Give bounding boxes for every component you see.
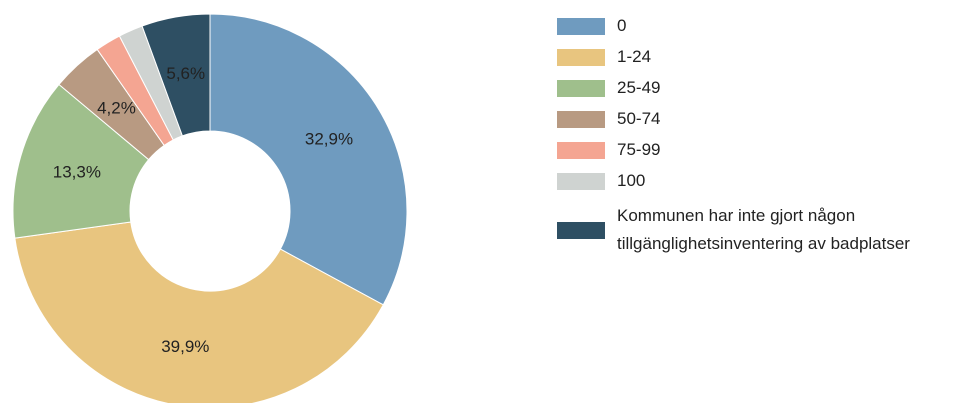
legend-label: 100 bbox=[617, 171, 646, 190]
legend-item: Kommunen har inte gjort någon tillgängli… bbox=[557, 202, 967, 258]
legend-label: 75-99 bbox=[617, 140, 661, 159]
legend-swatch bbox=[557, 48, 605, 66]
donut-slice bbox=[14, 221, 384, 403]
legend-label: Kommunen har inte gjort någon tillgängli… bbox=[617, 206, 910, 253]
legend-swatch bbox=[557, 172, 605, 190]
legend-swatch bbox=[557, 17, 605, 35]
legend-swatch bbox=[557, 110, 605, 128]
legend-label: 1-24 bbox=[617, 47, 652, 66]
data-label: 5,6% bbox=[166, 64, 205, 83]
legend-swatch bbox=[557, 141, 605, 159]
legend-item: 0 bbox=[557, 16, 967, 36]
legend-item: 75-99 bbox=[557, 140, 967, 160]
legend-item: 50-74 bbox=[557, 109, 967, 129]
legend-label: 50-74 bbox=[617, 109, 661, 128]
data-label: 32,9% bbox=[305, 130, 353, 149]
legend: 0 1-24 25-49 50-74 75-99 100 Kommunen har inte… bbox=[557, 16, 967, 269]
legend-item: 100 bbox=[557, 171, 967, 191]
data-label: 13,3% bbox=[53, 162, 101, 181]
legend-label: 0 bbox=[617, 16, 627, 35]
data-label: 4,2% bbox=[97, 98, 136, 117]
donut-slice bbox=[209, 13, 408, 306]
legend-swatch bbox=[557, 79, 605, 97]
chart: 32,9% 39,9% 13,3% 4,2% 5,6% bbox=[12, 13, 408, 403]
legend-item: 1-24 bbox=[557, 47, 967, 67]
legend-item: 25-49 bbox=[557, 78, 967, 98]
donut-slice bbox=[141, 13, 211, 137]
data-label: 39,9% bbox=[161, 337, 209, 356]
legend-swatch bbox=[557, 221, 605, 239]
legend-label: 25-49 bbox=[617, 78, 661, 97]
donut-slice bbox=[12, 83, 150, 239]
